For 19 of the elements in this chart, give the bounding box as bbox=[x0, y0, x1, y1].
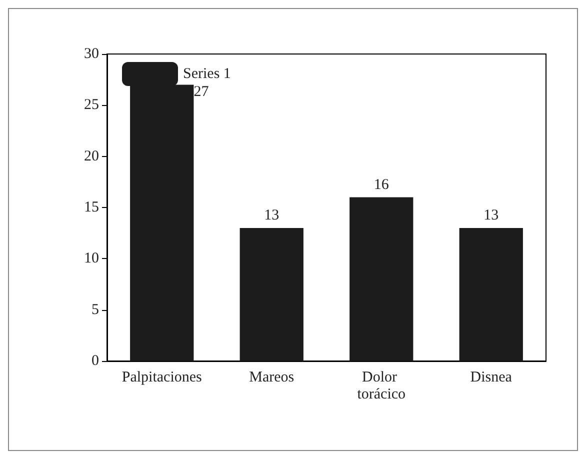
x-tick-label: Mareos bbox=[249, 370, 294, 386]
bar bbox=[350, 197, 414, 361]
y-tick-label: 0 bbox=[92, 353, 99, 369]
y-tick-label: 25 bbox=[84, 97, 99, 114]
bar bbox=[240, 228, 304, 361]
data-label: 13 bbox=[264, 207, 280, 224]
x-tick-label: Palpitaciones bbox=[122, 370, 202, 386]
legend-label: Series 1 bbox=[183, 66, 231, 82]
bar bbox=[459, 228, 523, 361]
y-tick-label: 20 bbox=[84, 148, 99, 164]
data-label: 27 bbox=[194, 84, 210, 100]
data-label: 16 bbox=[374, 176, 390, 193]
x-tick-label: Dolor torácico bbox=[357, 370, 406, 402]
y-tick-label: 5 bbox=[92, 302, 99, 318]
data-label: 13 bbox=[484, 207, 499, 224]
y-tick-label: 15 bbox=[84, 200, 99, 216]
x-tick-label: Disnea bbox=[470, 370, 512, 386]
y-tick-label: 10 bbox=[84, 250, 99, 267]
y-tick-label: 30 bbox=[84, 46, 99, 62]
